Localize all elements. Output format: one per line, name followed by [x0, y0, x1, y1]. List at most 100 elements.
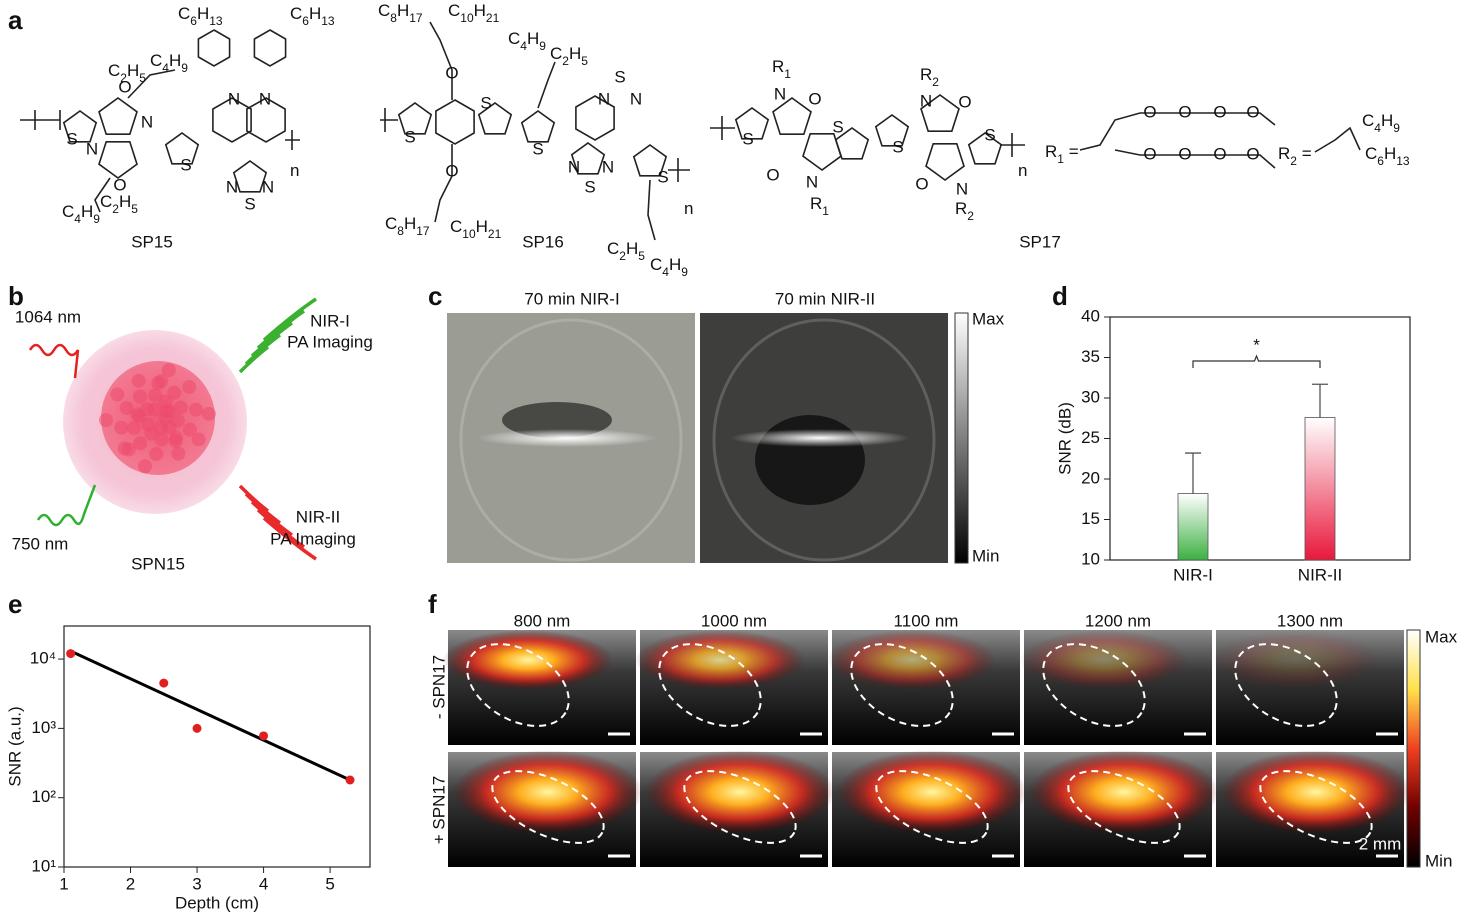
atom-label: S [532, 139, 543, 158]
ring [62, 110, 98, 143]
atom-label: N [806, 172, 818, 191]
atom-label: O [1143, 102, 1156, 121]
bond [20, 110, 61, 130]
substituent-label: C6H13 [290, 4, 335, 28]
core-bead [110, 387, 125, 402]
atom-label: O [445, 161, 458, 180]
colorbar-label: Min [1425, 851, 1452, 870]
data-point [66, 649, 76, 659]
image-title: 1000 nm [701, 611, 767, 630]
image-title: 70 min NIR-I [524, 289, 619, 308]
atom-label: N [262, 177, 274, 196]
atom-label: S [614, 67, 625, 86]
compound-name: SP15 [131, 232, 173, 251]
bond [1114, 149, 1276, 169]
bond [429, 21, 453, 100]
atom-label: S [584, 177, 595, 196]
core-bead [131, 373, 146, 388]
bond [1314, 126, 1361, 153]
core-bead [121, 442, 136, 457]
core-bead [173, 400, 188, 415]
bond [1000, 133, 1025, 157]
x-tick-label: NIR-I [1173, 565, 1213, 584]
bond [710, 116, 735, 140]
colorbar-label: Max [972, 309, 1005, 328]
core-bead [201, 406, 216, 421]
core-bead [171, 446, 186, 461]
atom-label: O [958, 92, 971, 111]
ring [575, 95, 615, 141]
atom-label: O [1246, 102, 1259, 121]
tumor-outline [491, 770, 605, 844]
y-tick-label: 35 [1081, 347, 1100, 366]
atom-label: O [1213, 144, 1226, 163]
pa-signal [1019, 630, 1189, 690]
colorbar-label: Max [1425, 627, 1458, 646]
substituent-label: R1 = [1045, 142, 1079, 166]
tumor-outline [683, 770, 797, 844]
excitation-wave [28, 343, 80, 379]
atom-label: N [602, 157, 614, 176]
pa-wave [244, 333, 282, 366]
significance-mark: * [1253, 335, 1260, 354]
x-tick-label: 4 [259, 874, 268, 893]
tumor-outline [466, 643, 570, 727]
substituent-label: C2H5 [100, 192, 138, 216]
ring [397, 102, 433, 135]
colorbar-label: Min [972, 546, 999, 565]
substituent-label: C10H21 [448, 1, 500, 25]
core-bead [170, 413, 185, 428]
core-bead [148, 388, 163, 403]
x-tick-label: 3 [192, 874, 201, 893]
core-bead [182, 422, 197, 437]
atom-label: O [915, 174, 928, 193]
y-tick-label: 20 [1081, 468, 1100, 487]
dark-region [502, 402, 612, 438]
y-axis-label: SNR (a.u.) [5, 706, 24, 786]
ring [632, 144, 668, 177]
plot-frame [63, 625, 371, 868]
pa-signal [1029, 750, 1219, 834]
substituent-label: C10H21 [450, 217, 502, 241]
vessel-ring [712, 318, 936, 562]
core-bead [151, 376, 166, 391]
image-title: 70 min NIR-II [775, 289, 875, 308]
substituent-label: R2 [955, 199, 974, 223]
bar [1177, 493, 1209, 561]
ring [98, 97, 138, 135]
atom-label: N [228, 89, 240, 108]
atom-label: S [244, 194, 255, 213]
atom-label: N [568, 157, 580, 176]
atom-label: O [445, 63, 458, 82]
panel-b-text: SPN15 [131, 554, 185, 573]
image-title: 800 nm [514, 611, 571, 630]
atom-label: N [956, 179, 968, 198]
pa-wave [250, 321, 294, 358]
atom-label: N [774, 84, 786, 103]
ring [246, 97, 286, 143]
bond [647, 179, 656, 241]
panel-label: d [1052, 281, 1068, 311]
substituent-label: C4H9 [1362, 111, 1400, 135]
atom-label: O [118, 77, 131, 96]
substituent-label: C6H13 [1365, 144, 1410, 168]
panel-label: b [8, 281, 24, 311]
atom-label: O [113, 175, 126, 194]
atom-label: N [226, 177, 238, 196]
atom-label: O [1246, 144, 1259, 163]
core-bead [126, 420, 141, 435]
panel-label: a [8, 5, 23, 35]
bond [285, 130, 300, 150]
core-bead [167, 385, 182, 400]
core-bead [119, 400, 134, 415]
atom-label: N [920, 91, 932, 110]
atom-label: S [984, 125, 995, 144]
pa-wave [244, 492, 282, 525]
error-bar [1312, 383, 1328, 418]
row-label: + SPN17 [429, 776, 448, 845]
ring [874, 114, 910, 147]
ring [164, 132, 200, 165]
image-title: 1300 nm [1277, 611, 1343, 630]
pa-wave [256, 309, 305, 350]
